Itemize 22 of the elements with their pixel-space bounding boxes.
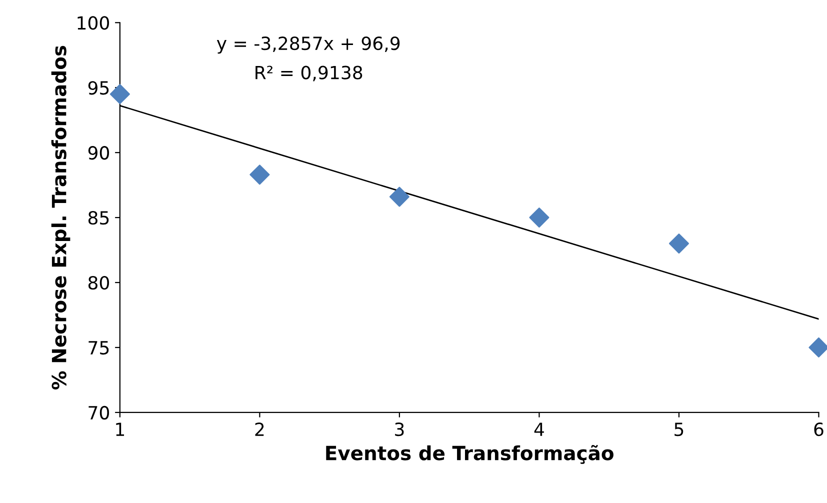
x-tick-label: 2 bbox=[255, 422, 264, 436]
y-tick-label: 100 bbox=[78, 16, 109, 30]
y-tick-label: 80 bbox=[88, 276, 109, 290]
y-tick-label: 95 bbox=[88, 81, 109, 95]
annotation: y = -3,2857x + 96,9 bbox=[216, 36, 400, 54]
y-tick-label: 85 bbox=[88, 211, 109, 225]
point bbox=[250, 164, 270, 185]
x-axis-title: Eventos de Transformação bbox=[326, 444, 614, 464]
point bbox=[110, 84, 130, 104]
x-tick-label: 5 bbox=[674, 422, 684, 436]
x-tick-label: 3 bbox=[395, 422, 404, 436]
point bbox=[529, 208, 550, 228]
x-tick-label: 1 bbox=[116, 422, 124, 436]
point bbox=[389, 186, 410, 207]
annotation: R² = 0,9138 bbox=[256, 66, 362, 82]
point bbox=[668, 234, 689, 254]
y-axis-title: % Necrose Expl. Transformados bbox=[51, 46, 70, 390]
y-tick-label: 90 bbox=[88, 146, 109, 160]
y-tick-label: 75 bbox=[88, 341, 109, 355]
y-tick-label: 70 bbox=[88, 406, 109, 420]
x-tick-label: 4 bbox=[534, 422, 544, 436]
x-tick-label: 6 bbox=[814, 422, 824, 436]
